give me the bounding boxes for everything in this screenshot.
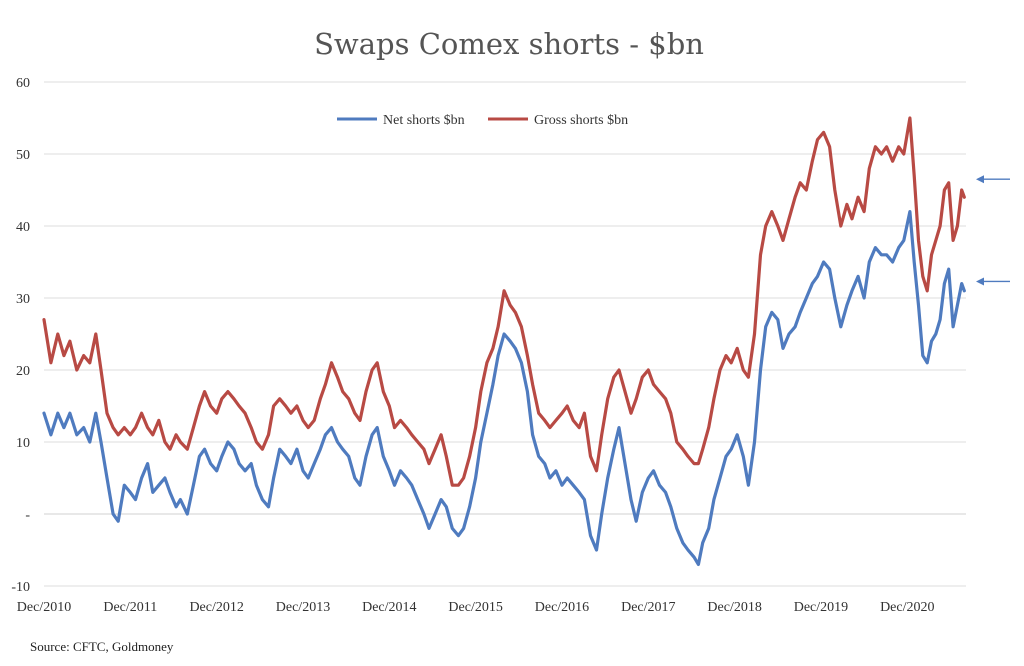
x-tick-label: Dec/2016 [535,600,589,615]
x-tick-label: Dec/2011 [103,600,157,615]
x-tick-label: Dec/2019 [794,600,848,615]
x-tick-label: Dec/2018 [707,600,761,615]
legend-label-gross-shorts: Gross shorts $bn [534,113,628,128]
y-tick-label: 20 [16,364,30,379]
source-note: Source: CFTC, Goldmoney [30,639,174,654]
y-tick-label: - [25,508,30,523]
x-tick-label: Dec/2012 [189,600,243,615]
arrow-head [976,175,984,184]
y-tick-label: -10 [11,580,30,595]
series-line-net-shorts [42,210,966,566]
x-tick-label: Dec/2013 [276,600,330,615]
legend: Net shorts $bn Gross shorts $bn [337,113,628,128]
series-lines [42,116,966,566]
y-tick-label: 30 [16,292,30,307]
y-axis-ticks: 60 50 40 30 20 10 - -10 [11,76,30,595]
arrow-head [976,277,984,286]
x-axis-ticks: Dec/2010 Dec/2011 Dec/2012 Dec/2013 Dec/2014… [17,600,935,615]
grid-lines [44,81,966,587]
y-tick-label: 40 [16,220,30,235]
chart-title: Swaps Comex shorts - $bn [314,27,704,61]
legend-label-net-shorts: Net shorts $bn [383,113,465,128]
x-tick-label: Dec/2014 [362,600,416,615]
x-tick-label: Dec/2015 [448,600,502,615]
y-tick-label: 60 [16,76,30,91]
y-tick-label: 50 [16,148,30,163]
x-tick-label: Dec/2010 [17,600,71,615]
annotation-arrows [976,175,1010,286]
x-tick-label: Dec/2020 [880,600,934,615]
x-tick-label: Dec/2017 [621,600,675,615]
series-line-gross-shorts [42,116,966,487]
y-tick-label: 10 [16,436,30,451]
